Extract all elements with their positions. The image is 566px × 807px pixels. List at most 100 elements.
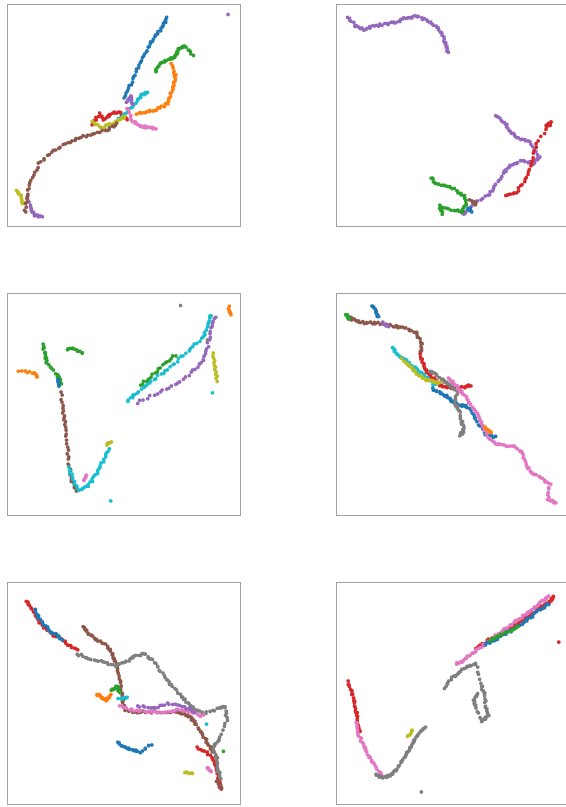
data-point — [214, 315, 218, 320]
data-point — [25, 188, 30, 192]
data-point — [140, 749, 145, 753]
data-point — [376, 314, 381, 319]
data-point — [483, 643, 488, 647]
data-point — [350, 689, 354, 694]
series — [95, 692, 113, 703]
data-point — [147, 44, 152, 49]
data-point — [64, 441, 69, 446]
data-point — [170, 354, 175, 358]
data-point — [221, 728, 225, 732]
data-point — [59, 382, 64, 386]
data-point — [181, 354, 185, 358]
data-point — [59, 390, 63, 394]
data-point — [210, 324, 215, 329]
data-point — [211, 319, 215, 324]
data-point — [554, 501, 558, 505]
data-point — [210, 391, 215, 395]
data-point — [84, 134, 89, 139]
data-point — [373, 322, 378, 326]
scatter-panel-2 — [336, 4, 566, 227]
data-point — [23, 201, 28, 206]
data-point — [475, 709, 480, 714]
data-point — [551, 594, 556, 599]
data-point — [133, 73, 137, 78]
data-point — [431, 23, 436, 28]
data-point — [458, 410, 463, 414]
data-point — [121, 705, 125, 709]
data-point — [66, 140, 70, 145]
series — [75, 651, 230, 781]
data-point — [355, 710, 360, 715]
data-point — [407, 364, 411, 368]
data-point — [19, 369, 24, 373]
data-point — [223, 721, 227, 726]
data-point — [482, 700, 487, 705]
data-point — [154, 661, 158, 666]
data-point — [131, 102, 135, 107]
data-point — [355, 729, 360, 734]
data-point — [81, 654, 85, 659]
data-point — [174, 354, 178, 358]
data-point — [353, 706, 358, 711]
data-point — [452, 208, 457, 213]
data-point — [446, 50, 451, 55]
plot-frame — [7, 582, 241, 805]
data-point — [525, 616, 530, 621]
data-point — [63, 425, 68, 430]
data-point — [35, 168, 39, 172]
data-point — [420, 357, 425, 361]
data-point — [535, 608, 540, 613]
data-point — [168, 365, 172, 369]
data-point — [204, 328, 209, 332]
data-point — [218, 770, 222, 775]
data-point — [207, 319, 212, 323]
data-point — [163, 710, 167, 714]
scatter-plot — [7, 293, 241, 516]
data-point — [440, 212, 444, 217]
data-point — [33, 610, 38, 614]
data-point — [193, 367, 197, 372]
data-point — [495, 634, 499, 638]
data-point — [135, 749, 140, 754]
data-point — [108, 649, 113, 654]
data-point — [459, 384, 464, 389]
data-point — [72, 482, 76, 486]
data-point — [25, 196, 29, 201]
data-point — [150, 109, 155, 113]
data-point — [51, 631, 55, 636]
data-point — [123, 94, 128, 98]
data-point — [160, 388, 164, 392]
scatter-panel-4 — [336, 293, 566, 516]
series — [59, 390, 79, 493]
data-point — [155, 392, 160, 396]
series — [116, 695, 209, 726]
data-point — [103, 128, 108, 133]
data-point — [63, 434, 68, 438]
data-point — [160, 703, 164, 708]
data-point — [347, 317, 352, 321]
series — [55, 377, 61, 388]
data-point — [446, 679, 451, 683]
data-point — [98, 464, 102, 468]
data-point — [458, 417, 463, 421]
data-point — [170, 684, 174, 689]
scatter-plot — [336, 4, 566, 227]
data-point — [27, 183, 32, 187]
data-point — [436, 182, 441, 187]
data-point — [168, 91, 172, 96]
scatter-panel-6 — [336, 582, 566, 805]
data-point — [117, 662, 122, 666]
data-point — [76, 488, 81, 493]
data-point — [64, 438, 69, 442]
data-point — [95, 471, 100, 476]
data-point — [136, 66, 141, 70]
data-point — [527, 466, 531, 470]
data-point — [80, 351, 84, 355]
data-point — [364, 749, 369, 754]
data-point — [208, 329, 212, 334]
series — [399, 356, 443, 386]
data-point — [219, 777, 223, 781]
data-point — [208, 709, 213, 714]
series — [354, 594, 551, 778]
data-point — [438, 380, 443, 385]
